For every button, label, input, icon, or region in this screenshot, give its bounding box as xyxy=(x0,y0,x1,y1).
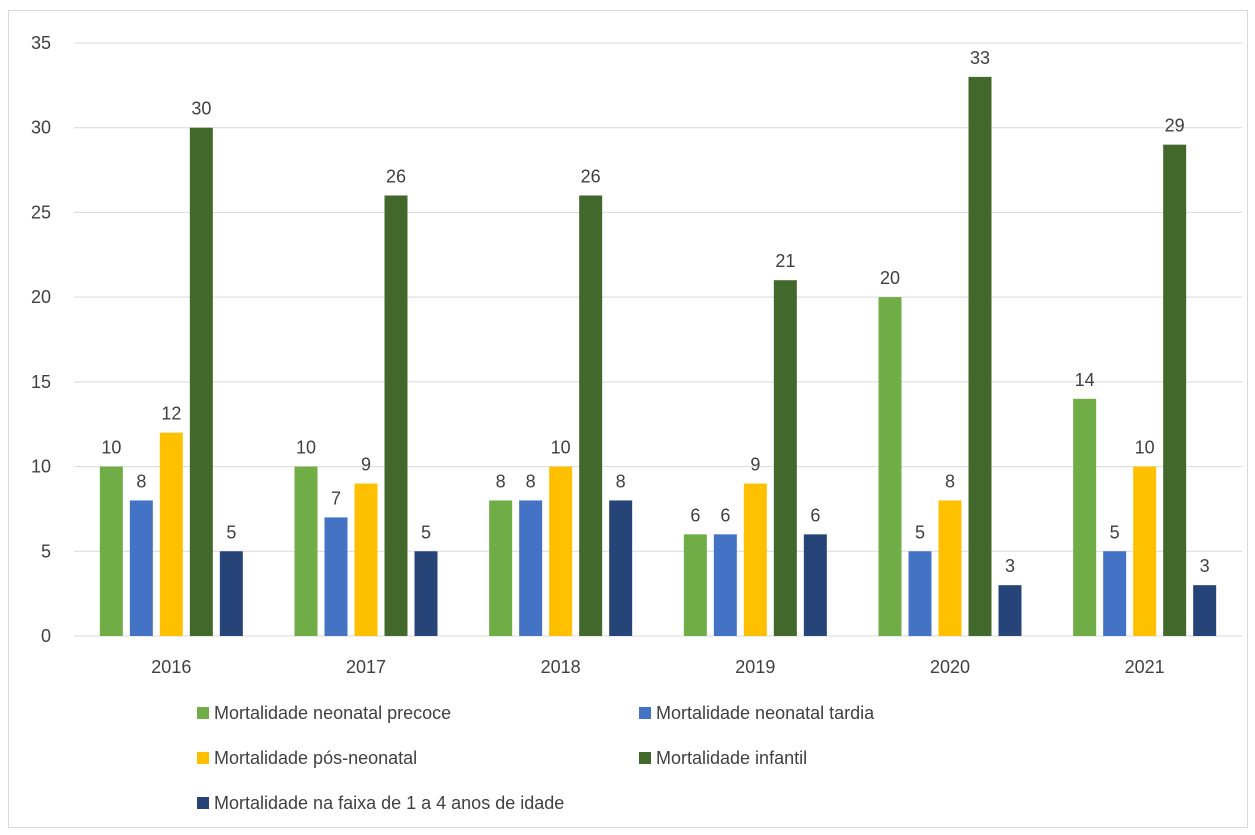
bar xyxy=(519,500,543,636)
data-label: 3 xyxy=(1005,556,1015,576)
bar xyxy=(1193,585,1217,636)
bar xyxy=(773,280,797,636)
legend-swatch xyxy=(197,752,209,764)
y-tick-label: 0 xyxy=(41,626,51,646)
bar xyxy=(878,297,902,636)
data-label: 10 xyxy=(551,438,571,458)
y-tick-label: 5 xyxy=(41,541,51,561)
data-label: 8 xyxy=(945,471,955,491)
data-label: 7 xyxy=(331,488,341,508)
x-tick-label: 2016 xyxy=(151,657,191,677)
bars xyxy=(99,76,1217,636)
bar xyxy=(743,483,767,636)
data-label: 26 xyxy=(386,166,406,186)
bar xyxy=(579,195,603,636)
bar xyxy=(713,534,737,636)
bar xyxy=(354,483,378,636)
y-tick-label: 20 xyxy=(31,287,51,307)
legend-swatch xyxy=(197,707,209,719)
data-label: 6 xyxy=(720,505,730,525)
x-tick-label: 2019 xyxy=(735,657,775,677)
legend-swatch xyxy=(197,797,209,809)
y-tick-label: 35 xyxy=(31,33,51,53)
data-label: 21 xyxy=(775,251,795,271)
bar xyxy=(1163,144,1187,636)
y-tick-label: 30 xyxy=(31,118,51,138)
bar xyxy=(1103,551,1127,636)
bar xyxy=(189,127,213,636)
data-label: 5 xyxy=(1110,522,1120,542)
legend-swatch xyxy=(639,752,651,764)
x-tick-label: 2017 xyxy=(346,657,386,677)
bar xyxy=(1133,466,1157,636)
y-axis-ticks: 0 5 10 15 20 25 30 35 xyxy=(31,33,51,646)
chart-frame: 0 5 10 15 20 25 30 35 10 8 12 30 5 10 7 9 26 5 8 8 10 26 8 6 6 9… xyxy=(8,10,1248,828)
bar xyxy=(549,466,573,636)
y-tick-label: 15 xyxy=(31,372,51,392)
bar xyxy=(294,466,318,636)
data-label: 9 xyxy=(361,455,371,475)
legend-label: Mortalidade infantil xyxy=(656,748,807,768)
data-label: 30 xyxy=(191,99,211,119)
legend-label: Mortalidade neonatal precoce xyxy=(214,703,451,723)
bar xyxy=(1073,398,1097,636)
y-tick-label: 25 xyxy=(31,202,51,222)
bar xyxy=(609,500,633,636)
data-label: 33 xyxy=(970,48,990,68)
data-label: 29 xyxy=(1165,116,1185,136)
bar xyxy=(489,500,513,636)
y-tick-label: 10 xyxy=(31,457,51,477)
data-label: 5 xyxy=(226,522,236,542)
data-label: 5 xyxy=(915,522,925,542)
data-label: 6 xyxy=(810,505,820,525)
x-tick-label: 2018 xyxy=(541,657,581,677)
data-label: 6 xyxy=(690,505,700,525)
x-axis-ticks: 2016 2017 2018 2019 2020 2021 xyxy=(151,657,1164,677)
bar xyxy=(683,534,707,636)
x-tick-label: 2021 xyxy=(1125,657,1165,677)
bar xyxy=(219,551,243,636)
legend-label: Mortalidade neonatal tardia xyxy=(656,703,875,723)
data-label: 8 xyxy=(496,471,506,491)
bar xyxy=(908,551,932,636)
data-label: 20 xyxy=(880,268,900,288)
data-label: 3 xyxy=(1200,556,1210,576)
data-label: 26 xyxy=(581,166,601,186)
bar xyxy=(968,76,992,636)
bar xyxy=(384,195,408,636)
legend-swatch xyxy=(639,707,651,719)
data-label: 5 xyxy=(421,522,431,542)
legend-label: Mortalidade pós-neonatal xyxy=(214,748,417,768)
data-label: 8 xyxy=(526,471,536,491)
data-label: 10 xyxy=(101,438,121,458)
data-label: 10 xyxy=(296,438,316,458)
bar xyxy=(99,466,123,636)
data-label: 9 xyxy=(750,455,760,475)
bar xyxy=(998,585,1022,636)
bar xyxy=(938,500,962,636)
data-label: 14 xyxy=(1075,370,1095,390)
bar xyxy=(803,534,827,636)
x-tick-label: 2020 xyxy=(930,657,970,677)
bar xyxy=(129,500,153,636)
data-label: 8 xyxy=(616,471,626,491)
data-label: 12 xyxy=(161,404,181,424)
legend-label: Mortalidade na faixa de 1 a 4 anos de id… xyxy=(214,793,564,813)
bar xyxy=(159,432,183,636)
gridlines xyxy=(74,42,1242,637)
bar xyxy=(324,517,348,636)
data-label: 10 xyxy=(1135,438,1155,458)
legend: Mortalidade neonatal precoce Mortalidade … xyxy=(197,703,875,813)
bar xyxy=(414,551,438,636)
data-label: 8 xyxy=(136,471,146,491)
